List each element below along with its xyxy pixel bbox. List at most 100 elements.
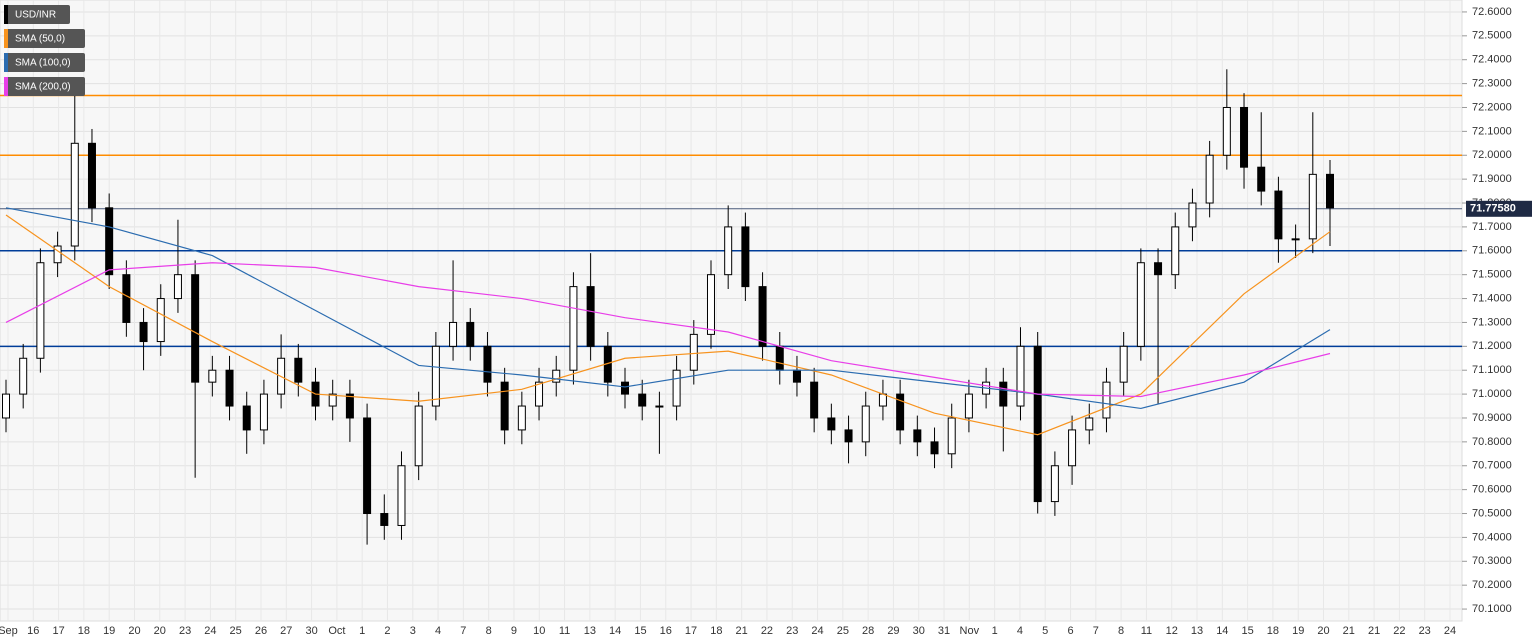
candle-body — [999, 381, 1008, 407]
y-tick-label: 71.5000 — [1472, 269, 1512, 281]
x-tick-label: 23 — [1419, 625, 1431, 637]
x-tick-label: 7 — [460, 625, 466, 637]
x-tick-label: 14 — [1216, 625, 1228, 637]
candle-body — [844, 429, 853, 443]
x-tick-label: 28 — [862, 625, 874, 637]
x-tick-label: 29 — [887, 625, 899, 637]
candle-body — [449, 321, 458, 347]
candle-body — [1154, 262, 1163, 276]
candle-body — [621, 381, 630, 395]
x-tick-label: 30 — [305, 625, 317, 637]
x-tick-label: 14 — [609, 625, 621, 637]
legend-item: USD/INR — [4, 5, 70, 24]
legend-item: SMA (200,0) — [4, 77, 85, 96]
candle-body — [397, 465, 406, 526]
legend-label: SMA (100,0) — [15, 58, 71, 69]
sma-line — [5, 214, 1331, 436]
candle-body — [328, 393, 337, 407]
legend-swatch — [4, 53, 8, 72]
candle-body — [896, 393, 905, 431]
candle-body — [1016, 345, 1025, 407]
legend-label: USD/INR — [15, 10, 56, 21]
candle-body — [156, 298, 165, 343]
candle-body — [1102, 381, 1111, 419]
x-tick-label: Sep — [0, 625, 18, 637]
candle-body — [827, 417, 836, 431]
sma-line — [5, 207, 1331, 410]
x-tick-label: 18 — [1267, 625, 1279, 637]
x-tick-label: 16 — [660, 625, 672, 637]
legend-label: SMA (200,0) — [15, 82, 71, 93]
x-tick-label: 1 — [359, 625, 365, 637]
x-tick-label: Oct — [328, 625, 345, 637]
candle-body — [724, 226, 733, 276]
x-tick-label: 23 — [786, 625, 798, 637]
candle-body — [1274, 190, 1283, 240]
y-tick-label: 72.0000 — [1472, 149, 1512, 161]
candle-body — [345, 393, 354, 419]
y-tick-label: 70.8000 — [1472, 436, 1512, 448]
candle-body — [1050, 465, 1059, 503]
candle-body — [483, 345, 492, 383]
candle-body — [792, 369, 801, 383]
x-tick-label: 21 — [736, 625, 748, 637]
candle-body — [191, 274, 200, 383]
candle-body — [964, 393, 973, 419]
legend-swatch — [4, 5, 8, 24]
x-tick-label: 22 — [1393, 625, 1405, 637]
y-tick-label: 72.6000 — [1472, 6, 1512, 18]
x-tick-label: Nov — [960, 625, 980, 637]
x-tick-label: 21 — [1343, 625, 1355, 637]
candle-body — [1068, 429, 1077, 467]
y-tick-label: 72.3000 — [1472, 78, 1512, 90]
x-tick-label: 21 — [1368, 625, 1380, 637]
candle-body — [1119, 345, 1128, 383]
y-tick-label: 70.1000 — [1472, 603, 1512, 615]
y-tick-label: 70.2000 — [1472, 579, 1512, 591]
x-tick-label: 25 — [230, 625, 242, 637]
x-tick-label: 15 — [1241, 625, 1253, 637]
y-tick-label: 72.5000 — [1472, 30, 1512, 42]
x-tick-label: 17 — [685, 625, 697, 637]
legend-label: SMA (50,0) — [15, 34, 65, 45]
x-tick-label: 1 — [992, 625, 998, 637]
y-tick-label: 71.2000 — [1472, 340, 1512, 352]
x-tick-label: 8 — [1118, 625, 1124, 637]
candle-body — [947, 417, 956, 455]
y-tick-label: 70.6000 — [1472, 484, 1512, 496]
candle-body — [672, 369, 681, 407]
candle-body — [878, 393, 887, 407]
x-tick-label: 31 — [938, 625, 950, 637]
x-tick-label: 4 — [1017, 625, 1023, 637]
legend-box — [4, 29, 85, 48]
candle-body — [294, 357, 303, 383]
x-tick-label: 20 — [128, 625, 140, 637]
candle-body — [1240, 106, 1249, 168]
x-tick-label: 3 — [410, 625, 416, 637]
candle-body — [1205, 154, 1214, 204]
y-tick-label: 72.2000 — [1472, 101, 1512, 113]
x-tick-label: 15 — [634, 625, 646, 637]
candle-body — [1291, 238, 1300, 241]
candle-body — [500, 381, 509, 431]
candle-body — [259, 393, 268, 431]
x-tick-label: 19 — [103, 625, 115, 637]
candle-body — [535, 381, 544, 407]
x-tick-label: 10 — [533, 625, 545, 637]
candle-body — [930, 441, 939, 455]
candle-body — [810, 381, 819, 419]
legend-item: SMA (100,0) — [4, 53, 85, 72]
y-tick-label: 71.6000 — [1472, 245, 1512, 257]
x-tick-label: 24 — [811, 625, 823, 637]
x-tick-label: 7 — [1093, 625, 1099, 637]
candle-body — [225, 369, 234, 407]
x-tick-label: 23 — [179, 625, 191, 637]
x-tick-label: 27 — [280, 625, 292, 637]
x-tick-label: 13 — [584, 625, 596, 637]
candle-body — [1171, 226, 1180, 276]
last-price-box — [1466, 200, 1532, 217]
candle-body — [517, 405, 526, 431]
x-tick-label: 2 — [384, 625, 390, 637]
candle-body — [139, 321, 148, 343]
candle-body — [861, 405, 870, 443]
